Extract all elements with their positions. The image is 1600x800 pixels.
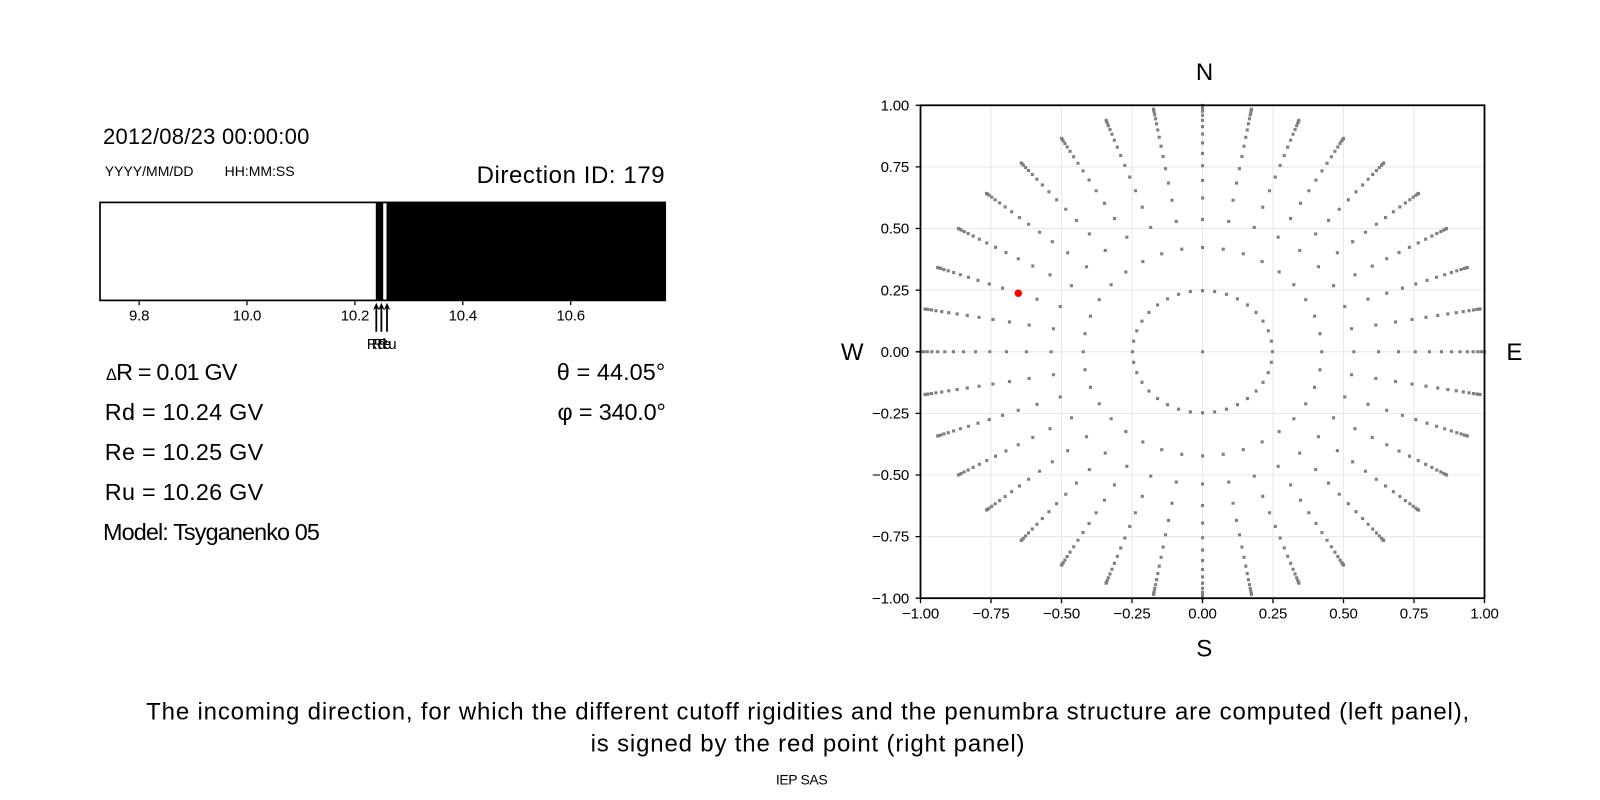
svg-text:0.25: 0.25: [1259, 605, 1287, 622]
svg-text:Re = 10.25 GV: Re = 10.25 GV: [105, 439, 264, 465]
svg-text:0.75: 0.75: [881, 159, 909, 176]
svg-text:0.75: 0.75: [1400, 605, 1428, 622]
svg-text:2012/08/23 00:00:00: 2012/08/23 00:00:00: [103, 124, 310, 149]
svg-text:Ru = 10.26 GV: Ru = 10.26 GV: [105, 479, 264, 505]
svg-text:Re: Re: [372, 336, 391, 353]
svg-text:10.6: 10.6: [556, 307, 584, 324]
svg-text:−0.25: −0.25: [872, 406, 909, 423]
svg-text:W: W: [841, 339, 864, 366]
svg-text:0.50: 0.50: [1329, 605, 1357, 622]
svg-text:ΔR = 0.01 GV: ΔR = 0.01 GV: [106, 359, 238, 385]
svg-text:−1.00: −1.00: [902, 605, 939, 622]
svg-text:10.2: 10.2: [341, 307, 369, 324]
svg-text:IEP SAS: IEP SAS: [776, 771, 827, 787]
svg-text:−1.00: −1.00: [872, 590, 909, 607]
svg-text:YYYY/MM/DD: YYYY/MM/DD: [105, 163, 194, 179]
svg-text:E: E: [1506, 339, 1522, 366]
svg-text:Rd: Rd: [367, 336, 386, 353]
svg-text:S: S: [1196, 635, 1212, 662]
svg-text:θ = 44.05°: θ = 44.05°: [557, 359, 666, 385]
svg-text:0.25: 0.25: [881, 282, 909, 299]
svg-text:−0.75: −0.75: [872, 529, 909, 546]
svg-text:1.00: 1.00: [881, 98, 909, 115]
svg-text:HH:MM:SS: HH:MM:SS: [225, 163, 295, 179]
svg-text:0.00: 0.00: [881, 344, 909, 361]
svg-text:0.50: 0.50: [881, 221, 909, 238]
svg-text:Model: Tsyganenko 05: Model: Tsyganenko 05: [103, 519, 320, 545]
svg-text:−0.50: −0.50: [1043, 605, 1080, 622]
svg-text:N: N: [1196, 59, 1213, 86]
svg-text:10.4: 10.4: [449, 307, 477, 324]
svg-text:9.8: 9.8: [129, 307, 149, 324]
svg-text:10.0: 10.0: [233, 307, 261, 324]
svg-text:1.00: 1.00: [1470, 605, 1498, 622]
svg-text:Ru: Ru: [377, 336, 396, 353]
svg-text:The incoming direction, for wh: The incoming direction, for which the di…: [146, 698, 1470, 725]
svg-text:φ = 340.0°: φ = 340.0°: [558, 399, 666, 425]
svg-text:Rd = 10.24 GV: Rd = 10.24 GV: [105, 399, 264, 425]
svg-text:Direction ID: 179: Direction ID: 179: [477, 162, 666, 189]
svg-text:−0.75: −0.75: [973, 605, 1010, 622]
svg-text:−0.25: −0.25: [1114, 605, 1151, 622]
svg-text:is signed by the red point (ri: is signed by the red point (right panel): [591, 731, 1026, 758]
svg-text:−0.50: −0.50: [872, 467, 909, 484]
svg-text:0.00: 0.00: [1188, 605, 1216, 622]
